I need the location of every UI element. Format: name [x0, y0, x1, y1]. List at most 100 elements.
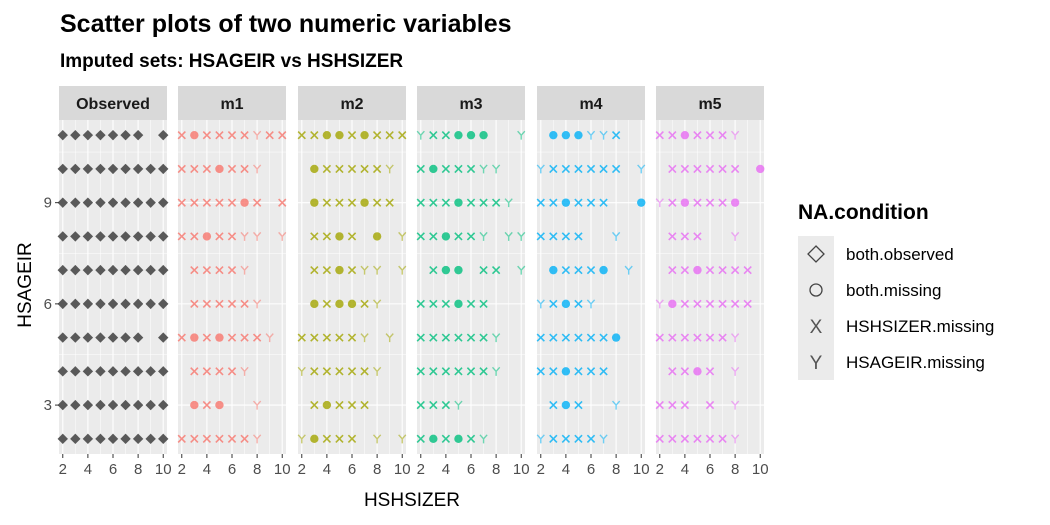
point-both-observed: [120, 366, 131, 377]
point-hshsizer-missing: [310, 400, 319, 410]
point-hshsizer-missing: [202, 400, 212, 410]
point-hshsizer-missing: [479, 198, 488, 207]
point-hshsizer-missing: [322, 333, 332, 342]
point-hshsizer-missing: [278, 198, 287, 207]
point-hshsizer-missing: [718, 265, 727, 275]
points-m2: [297, 130, 407, 444]
point-both-missing: [190, 333, 199, 342]
point-hshsizer-missing: [693, 299, 702, 309]
point-hshsizer-missing: [227, 367, 237, 376]
point-both-observed: [57, 332, 68, 343]
point-hshsizer-missing: [705, 265, 715, 275]
point-hsageir-missing: [491, 164, 501, 174]
point-both-missing: [360, 198, 369, 207]
panel-m3: m3 2 4 6 8 10: [417, 86, 530, 478]
point-both-missing: [322, 400, 332, 410]
point-hshsizer-missing: [190, 164, 199, 174]
point-hsageir-missing: [536, 164, 545, 174]
point-hshsizer-missing: [466, 198, 476, 207]
point-hshsizer-missing: [441, 400, 451, 410]
point-hshsizer-missing: [227, 198, 237, 207]
point-hshsizer-missing: [347, 434, 357, 443]
point-both-observed: [132, 129, 144, 141]
point-hshsizer-missing: [705, 333, 715, 342]
point-both-observed: [57, 433, 68, 445]
point-both-observed: [95, 399, 106, 411]
point-hshsizer-missing: [599, 367, 608, 376]
legend-label: both.observed: [846, 245, 954, 264]
legend-item-both-observed: both.observed: [798, 236, 954, 272]
point-hshsizer-missing: [190, 198, 199, 207]
point-both-missing: [335, 130, 344, 140]
point-hshsizer-missing: [310, 367, 319, 376]
point-hsageir-missing: [730, 366, 740, 376]
panel-strip: [178, 86, 286, 120]
point-both-observed: [82, 231, 94, 242]
point-hshsizer-missing: [335, 367, 344, 376]
point-hsageir-missing: [491, 366, 501, 376]
point-both-observed: [145, 399, 156, 411]
x-tick-label: 6: [587, 461, 595, 478]
point-hshsizer-missing: [215, 299, 224, 309]
point-hshsizer-missing: [705, 198, 715, 207]
point-hshsizer-missing: [491, 198, 501, 207]
point-hshsizer-missing: [335, 333, 344, 342]
point-hsageir-missing: [504, 198, 513, 208]
point-hshsizer-missing: [360, 299, 369, 309]
point-both-missing: [310, 434, 319, 444]
point-hshsizer-missing: [190, 299, 199, 309]
point-hshsizer-missing: [466, 333, 476, 342]
x-glyph-icon: X: [810, 317, 823, 338]
point-hshsizer-missing: [347, 333, 357, 342]
point-both-observed: [120, 197, 131, 208]
point-both-observed: [107, 163, 119, 175]
point-both-observed: [120, 399, 131, 411]
point-hshsizer-missing: [668, 367, 677, 376]
point-hshsizer-missing: [586, 333, 596, 342]
point-both-observed: [82, 366, 94, 377]
point-hshsizer-missing: [586, 265, 596, 275]
point-both-observed: [70, 298, 81, 310]
point-hshsizer-missing: [227, 232, 237, 241]
point-hsageir-missing: [252, 164, 262, 174]
point-both-missing: [310, 164, 319, 174]
point-hshsizer-missing: [335, 198, 344, 207]
point-hshsizer-missing: [202, 131, 212, 140]
point-hshsizer-missing: [215, 367, 224, 376]
point-both-observed: [82, 433, 94, 445]
point-hshsizer-missing: [718, 333, 727, 342]
point-hshsizer-missing: [322, 164, 332, 174]
point-hsageir-missing: [454, 400, 463, 410]
point-hshsizer-missing: [718, 164, 727, 174]
point-hsageir-missing: [637, 164, 646, 174]
point-both-observed: [70, 197, 81, 208]
point-hsageir-missing: [252, 130, 262, 140]
point-hshsizer-missing: [215, 265, 224, 275]
point-both-missing: [454, 299, 463, 309]
panel-strip-label: m4: [579, 96, 602, 113]
point-both-missing: [466, 130, 476, 140]
point-hshsizer-missing: [599, 164, 608, 174]
point-hsageir-missing: [655, 198, 664, 208]
point-hshsizer-missing: [599, 198, 608, 207]
point-both-missing: [322, 130, 332, 140]
point-hshsizer-missing: [252, 198, 262, 207]
panel-strip: [298, 86, 406, 120]
point-hshsizer-missing: [385, 131, 394, 140]
point-both-observed: [95, 298, 106, 310]
point-hshsizer-missing: [177, 333, 186, 342]
point-hshsizer-missing: [536, 367, 545, 376]
panel-m2: m2 2 4 6 8 10: [298, 86, 411, 478]
point-hshsizer-missing: [347, 232, 357, 241]
point-both-observed: [145, 231, 156, 242]
point-hshsizer-missing: [227, 434, 237, 443]
point-hshsizer-missing: [574, 367, 583, 376]
point-hshsizer-missing: [454, 232, 463, 241]
point-hshsizer-missing: [429, 400, 438, 410]
points-m3: [416, 130, 526, 444]
point-hshsizer-missing: [668, 265, 677, 275]
point-hshsizer-missing: [574, 198, 583, 207]
point-hshsizer-missing: [454, 164, 463, 174]
point-hshsizer-missing: [240, 333, 249, 342]
point-hshsizer-missing: [429, 299, 438, 309]
